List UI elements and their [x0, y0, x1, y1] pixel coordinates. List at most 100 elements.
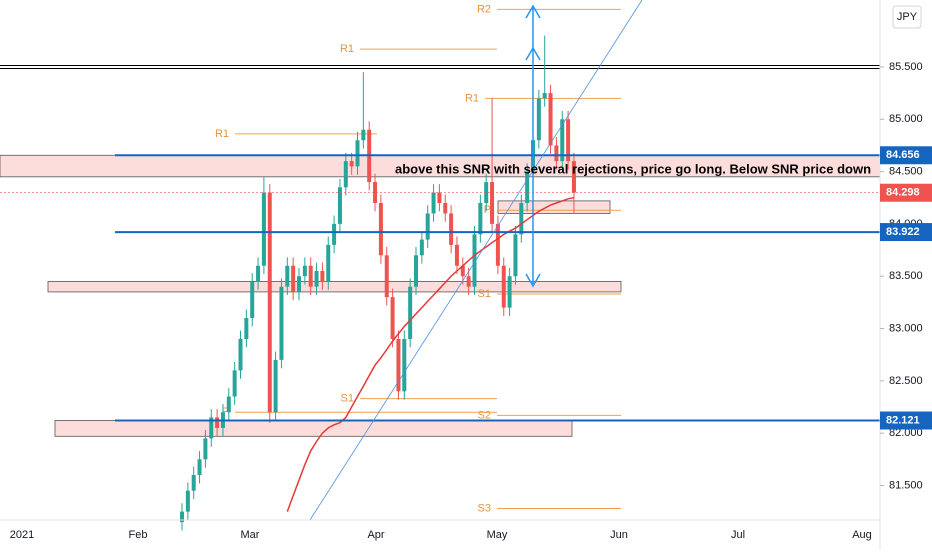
candle-body	[472, 234, 477, 287]
candle-body	[361, 129, 366, 141]
candle-body	[437, 192, 442, 203]
y-tick-label: 82.500	[889, 375, 923, 387]
candle-body	[484, 182, 489, 203]
candle-body	[536, 98, 541, 141]
candle-body	[261, 192, 266, 266]
candle-body	[250, 281, 255, 319]
x-tick-label: Jul	[731, 529, 745, 541]
pivot-label: S2	[478, 409, 491, 421]
candle-body	[297, 276, 301, 292]
candle-body	[408, 286, 413, 339]
candle-body	[513, 234, 518, 277]
candle-body	[490, 182, 495, 224]
candle-body	[396, 338, 401, 392]
candle-body	[238, 338, 243, 371]
candle-body	[419, 239, 424, 256]
candle-body	[566, 119, 571, 162]
price-tag	[880, 146, 932, 165]
candle-body	[554, 145, 559, 162]
candle-body	[191, 475, 196, 491]
candle-body	[460, 265, 465, 277]
trend-line	[309, 0, 643, 521]
candle-body	[232, 370, 237, 397]
candle-body	[378, 202, 383, 256]
snr-zone	[47, 281, 622, 293]
arrow-head	[525, 4, 541, 19]
currency-label: JPY	[897, 11, 918, 23]
pivot-label: R1	[215, 128, 229, 140]
candle-body	[355, 140, 360, 167]
y-tick-label: 83.000	[889, 322, 923, 334]
x-tick-label: Feb	[129, 529, 148, 541]
y-tick-label: 85.000	[889, 113, 923, 125]
candle-body	[308, 265, 313, 287]
candle-body	[425, 213, 430, 240]
arrow-head	[525, 46, 541, 61]
candle-body	[332, 223, 337, 245]
candle-body	[495, 223, 500, 266]
candle-body	[279, 286, 284, 360]
candle-body	[203, 438, 208, 460]
candle-body	[454, 244, 459, 266]
candle-body	[291, 265, 296, 292]
snr-zone	[54, 420, 573, 437]
y-tick-label: 85.500	[889, 61, 923, 73]
candle-body	[414, 255, 418, 287]
y-tick-label: 82.000	[889, 427, 923, 439]
price-tag	[880, 223, 932, 242]
candle-body	[226, 396, 231, 413]
candle-body	[256, 265, 261, 282]
candle-body	[215, 417, 220, 428]
x-tick-label: Apr	[367, 529, 384, 541]
candle-body	[560, 119, 565, 162]
candle-body	[402, 338, 407, 392]
candle-body	[443, 202, 448, 214]
candle-body	[571, 161, 576, 193]
price-tag	[880, 411, 932, 430]
price-tag-label: 84.656	[886, 149, 920, 161]
candle-body	[285, 265, 290, 287]
candle-body	[478, 202, 483, 235]
y-tick-label: 83.500	[889, 270, 923, 282]
pivot-label: S3	[478, 502, 491, 514]
candle-body	[314, 270, 319, 287]
x-tick-label: 2021	[10, 529, 34, 541]
price-tag	[880, 183, 932, 202]
candle-body	[343, 161, 348, 188]
price-tag-label: 82.121	[886, 414, 920, 426]
price-tag-label: 83.922	[886, 226, 920, 238]
arrow-head	[525, 273, 541, 288]
candle-body	[431, 192, 436, 214]
annotation: above this SNR with several rejections, …	[395, 161, 871, 176]
candle-body	[466, 276, 471, 287]
candle-body	[326, 244, 331, 282]
candle-body	[209, 417, 214, 439]
pivot-label: R2	[477, 3, 491, 15]
y-tick-label: 84.500	[889, 165, 923, 177]
x-tick-label: Jun	[610, 529, 628, 541]
candle-body	[542, 93, 547, 99]
price-tag-label: 84.298	[886, 187, 920, 199]
pivot-label: S1	[341, 393, 354, 405]
candle-body	[302, 265, 307, 277]
candle-body	[390, 297, 395, 339]
candle-body	[501, 265, 506, 308]
candle-body	[449, 213, 454, 245]
currency-badge[interactable]	[892, 5, 922, 29]
candle-body	[185, 490, 190, 512]
candle-body	[519, 202, 524, 235]
candle-body	[337, 187, 342, 224]
pivot-label: P	[484, 204, 491, 216]
candle-body	[507, 276, 512, 308]
candle-body	[180, 511, 184, 523]
candle-body	[373, 182, 378, 203]
pivot-label: P	[222, 406, 229, 418]
x-tick-label: May	[487, 529, 508, 541]
candle-body	[384, 255, 389, 298]
candle-body	[197, 459, 202, 476]
candle-body	[273, 359, 278, 413]
candle-body	[320, 270, 325, 282]
candle-body	[349, 161, 354, 167]
x-tick-label: Mar	[241, 529, 260, 541]
